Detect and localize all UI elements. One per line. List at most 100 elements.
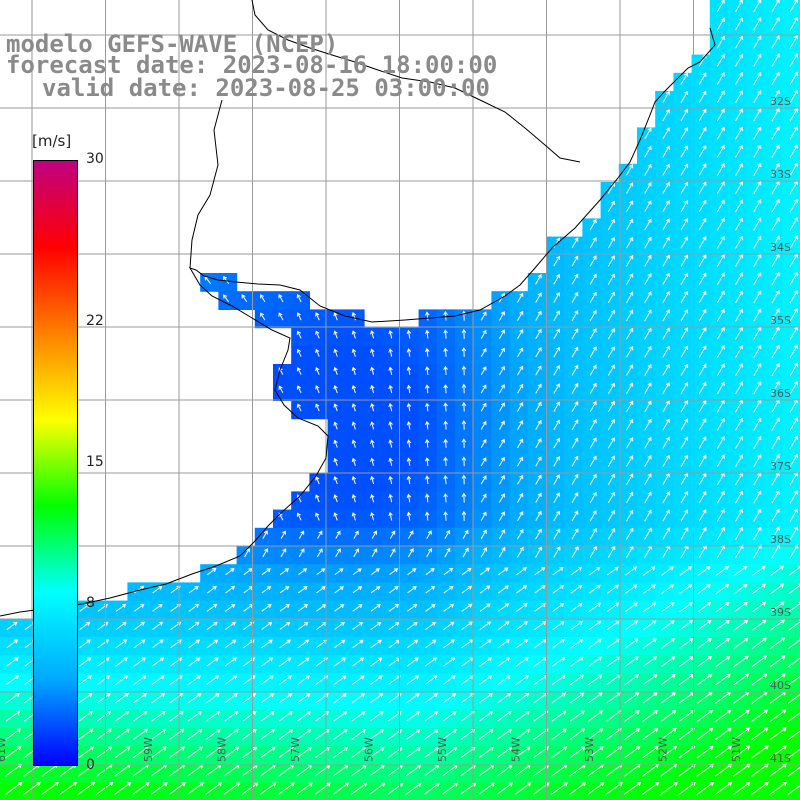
wind-arrow [570, 620, 584, 631]
wind-arrow [735, 326, 743, 340]
wind-arrow [426, 547, 432, 558]
wind-arrow [553, 401, 560, 412]
wind-arrow [388, 330, 393, 339]
wind-arrow [771, 380, 780, 395]
wind-arrow [79, 657, 92, 667]
wind-arrow [5, 781, 23, 795]
wind-arrow [644, 473, 652, 486]
wind-arrow [751, 619, 767, 631]
wind-arrow [607, 236, 615, 249]
wind-arrow [333, 403, 338, 412]
wind-arrow [333, 711, 348, 722]
wind-arrow [715, 601, 730, 613]
wind-arrow [751, 727, 769, 741]
wind-arrow [607, 491, 615, 504]
wind-arrow [715, 727, 732, 741]
wind-arrow [644, 382, 652, 395]
wind-arrow [296, 512, 302, 521]
wind-arrow [751, 781, 769, 795]
wind-arrow [716, 108, 725, 122]
wind-arrow [770, 601, 785, 613]
wind-arrow [424, 729, 439, 740]
wind-arrow [589, 255, 597, 267]
wind-arrow [571, 401, 579, 413]
wind-arrow [696, 781, 715, 795]
wind-arrow [151, 693, 166, 704]
wind-arrow [553, 255, 560, 267]
wind-arrow [497, 710, 512, 722]
wind-arrow [607, 400, 615, 413]
wind-arrow [660, 692, 677, 704]
wind-arrow [789, 35, 798, 49]
wind-arrow [535, 365, 542, 376]
wind-arrow [296, 348, 302, 357]
wind-arrow [535, 419, 542, 431]
wind-arrow [680, 472, 689, 486]
wind-arrow [115, 657, 128, 667]
colorbar-tick-label: 15 [86, 454, 104, 470]
wind-arrow [534, 603, 546, 612]
wind-arrow [315, 746, 331, 759]
wind-arrow [535, 474, 542, 485]
wind-arrow [752, 583, 766, 595]
wind-arrow [698, 509, 707, 522]
wind-arrow [789, 526, 799, 541]
wind-arrow [351, 439, 357, 448]
wind-arrow [735, 217, 743, 231]
wind-arrow [279, 586, 290, 594]
wind-arrow [662, 163, 670, 176]
wind-arrow [389, 530, 396, 539]
wind-arrow [223, 294, 230, 303]
wind-arrow [225, 568, 235, 576]
wind-arrow [6, 621, 18, 631]
wind-arrow [698, 418, 707, 431]
wind-arrow [497, 675, 511, 686]
wind-arrow [497, 692, 512, 704]
wind-arrow [716, 436, 725, 449]
longitude-label: 54W [510, 737, 523, 762]
wind-arrow [535, 438, 542, 449]
wind-arrow [351, 421, 357, 430]
wind-arrow [789, 508, 798, 522]
wind-arrow [680, 218, 689, 231]
wind-arrow [426, 530, 432, 539]
wind-arrow [787, 693, 800, 704]
wind-arrow [607, 273, 615, 285]
wind-arrow [333, 657, 347, 667]
wind-arrow [242, 746, 258, 759]
wind-arrow [407, 548, 414, 558]
wind-arrow [261, 657, 274, 667]
wind-arrow [680, 345, 689, 358]
wind-arrow [679, 584, 693, 594]
wind-arrow [680, 163, 689, 176]
wind-arrow [296, 746, 312, 759]
wind-arrow [698, 490, 707, 504]
wind-arrow [96, 746, 113, 759]
longitude-label: 59W [142, 737, 155, 762]
national-border [251, 0, 581, 163]
wind-arrow [442, 693, 457, 704]
wind-arrow [588, 620, 602, 631]
wind-arrow [662, 473, 670, 486]
wind-arrow [242, 728, 257, 740]
wind-arrow [534, 585, 546, 594]
wind-arrow [534, 567, 546, 576]
wind-arrow [662, 236, 670, 249]
wind-arrow [405, 782, 422, 795]
wind-arrow [370, 657, 383, 667]
wind-arrow [735, 162, 743, 176]
wind-arrow [698, 454, 707, 467]
wind-arrow [626, 218, 634, 231]
wind-arrow [206, 693, 220, 704]
wind-arrow [278, 693, 293, 704]
wind-arrow [716, 181, 725, 195]
wind-arrow [480, 511, 487, 521]
wind-arrow [753, 0, 762, 13]
wind-arrow [461, 347, 467, 357]
wind-arrow [715, 583, 730, 595]
wind-arrow [587, 782, 605, 795]
wind-arrow [716, 308, 725, 322]
wind-arrow [680, 236, 689, 249]
wind-arrow [388, 348, 393, 357]
